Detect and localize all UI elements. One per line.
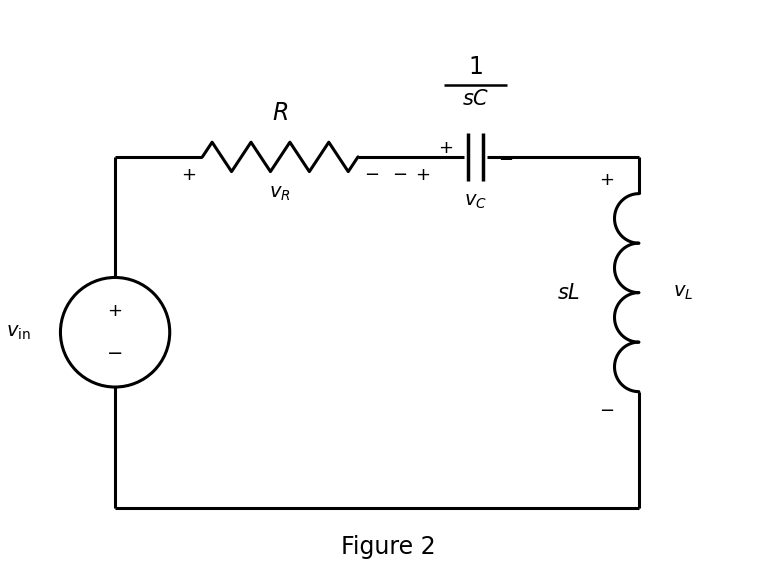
Text: +: + (107, 302, 123, 320)
Text: +: + (415, 166, 430, 184)
Text: +: + (599, 170, 615, 188)
Text: +: + (438, 139, 452, 157)
Text: +: + (181, 166, 196, 184)
Text: −: − (499, 151, 513, 169)
Text: Figure 2: Figure 2 (341, 534, 435, 559)
Text: −: − (364, 166, 379, 184)
Text: −: − (599, 402, 615, 420)
Text: $v_R$: $v_R$ (269, 184, 291, 203)
Text: $sL$: $sL$ (557, 282, 581, 302)
Text: $v_{\mathrm{in}}$: $v_{\mathrm{in}}$ (6, 323, 31, 342)
Text: $v_L$: $v_L$ (673, 283, 693, 302)
Text: $R$: $R$ (272, 100, 288, 125)
Text: −: − (107, 344, 124, 363)
Text: $sC$: $sC$ (462, 89, 489, 109)
Text: $v_C$: $v_C$ (464, 192, 487, 211)
Text: −: − (392, 166, 408, 184)
Text: 1: 1 (468, 56, 483, 79)
